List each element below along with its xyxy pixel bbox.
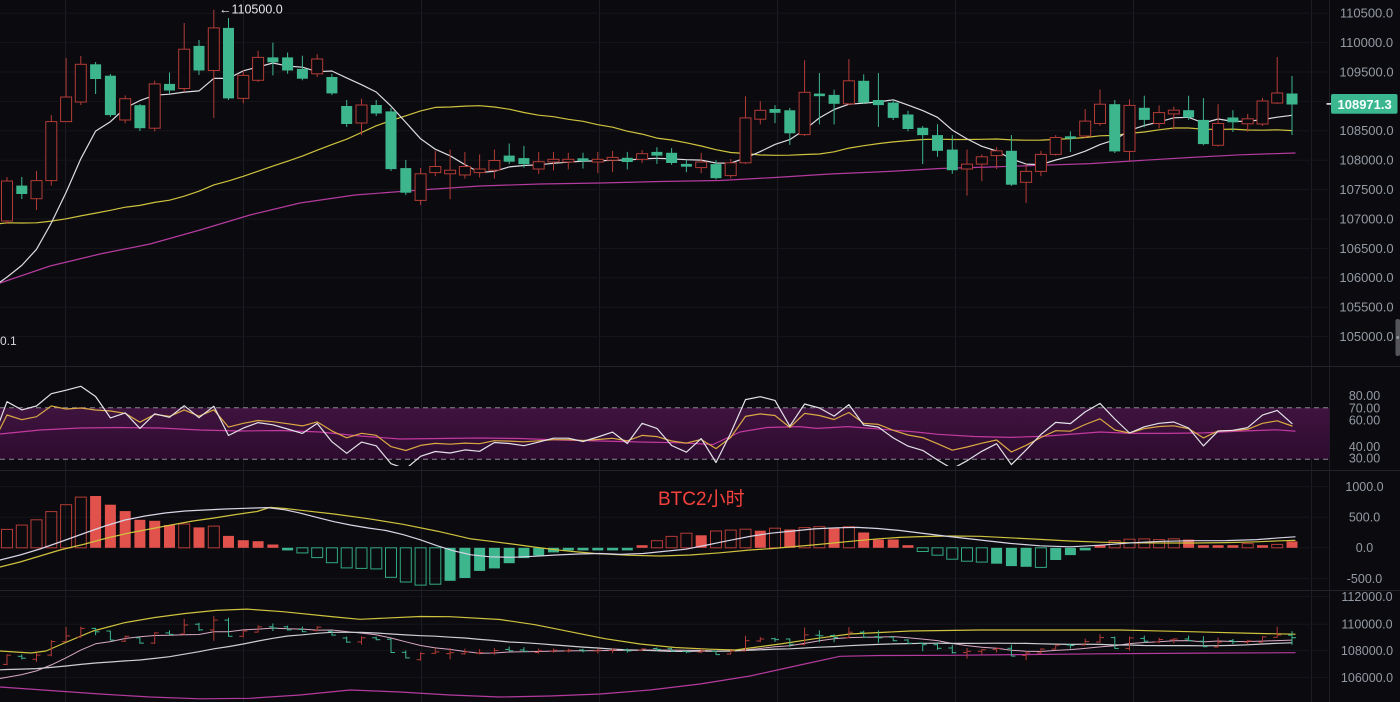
svg-text:105500.0: 105500.0 [1339, 300, 1393, 315]
svg-text:BTC2小时: BTC2小时 [658, 488, 745, 510]
svg-text:106000.0: 106000.0 [1339, 270, 1393, 285]
svg-text:109500.0: 109500.0 [1339, 64, 1393, 79]
svg-text:110500.0: 110500.0 [1340, 6, 1393, 21]
svg-text:105000.0: 105000.0 [1339, 329, 1393, 344]
svg-text:110000.0: 110000.0 [1341, 618, 1392, 632]
svg-text:1000.0: 1000.0 [1345, 480, 1383, 494]
svg-text:500.0: 500.0 [1349, 511, 1380, 525]
svg-text:60.00: 60.00 [1349, 414, 1380, 428]
svg-text:108000.0: 108000.0 [1339, 153, 1393, 168]
svg-text:108500.0: 108500.0 [1339, 123, 1393, 138]
svg-text:40.00: 40.00 [1349, 440, 1380, 454]
svg-text:108000.0: 108000.0 [1341, 644, 1393, 658]
svg-text:-500.0: -500.0 [1347, 572, 1382, 586]
svg-text:108971.3: 108971.3 [1338, 97, 1392, 112]
svg-text:30.00: 30.00 [1349, 452, 1380, 466]
svg-text:70.00: 70.00 [1349, 401, 1380, 415]
svg-text:0.0: 0.0 [1356, 541, 1373, 555]
svg-text:←110500.0: ←110500.0 [219, 3, 283, 17]
svg-text:112000.0: 112000.0 [1341, 590, 1392, 604]
svg-text:107500.0: 107500.0 [1339, 182, 1393, 197]
svg-text:106500.0: 106500.0 [1339, 241, 1393, 256]
svg-text:80.00: 80.00 [1349, 389, 1380, 403]
svg-text:0.1: 0.1 [0, 334, 17, 348]
svg-text:110000.0: 110000.0 [1340, 35, 1393, 50]
svg-text:106000.0: 106000.0 [1341, 671, 1393, 685]
svg-text:107000.0: 107000.0 [1339, 211, 1393, 226]
